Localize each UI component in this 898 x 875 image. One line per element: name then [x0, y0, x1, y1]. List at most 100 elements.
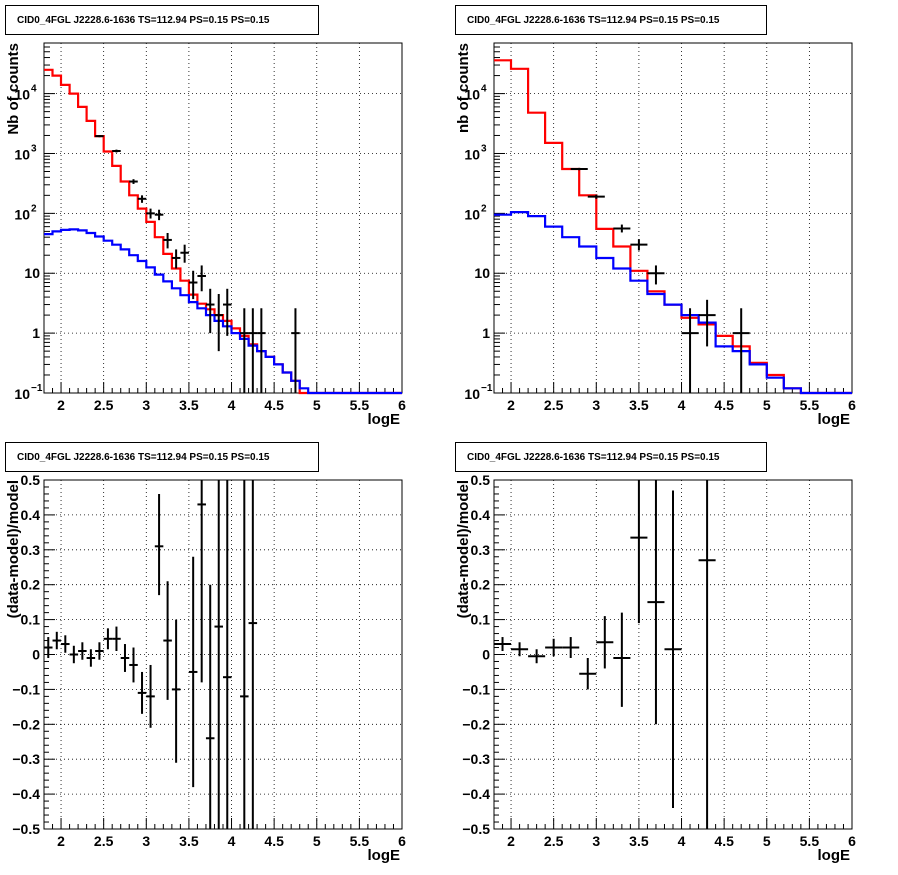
- chart-title-box: [455, 442, 767, 472]
- x-tick-label: 3: [142, 397, 150, 413]
- plot-frame: [43, 42, 403, 394]
- chart-panel-2: CID0_4FGL J2228.6-1636 TS=112.94 PS=0.15…: [455, 5, 856, 428]
- chart-title: CID0_4FGL J2228.6-1636 TS=112.94 PS=0.15…: [467, 452, 720, 463]
- x-tick-label: 5.5: [800, 397, 820, 413]
- data-point: [214, 294, 223, 352]
- x-tick-label: 2.5: [94, 833, 114, 849]
- x-tick-label: 2.5: [544, 833, 564, 849]
- data-point: [647, 480, 665, 725]
- y-tick-exponent: 4: [31, 84, 37, 95]
- grid-lines: [44, 43, 402, 393]
- data-point: [163, 581, 172, 700]
- data-point: [240, 480, 249, 829]
- y-tick-label: −0.3: [462, 751, 490, 767]
- data-point: [180, 244, 189, 263]
- y-axis-label: (data-model)/model: [455, 480, 472, 618]
- x-tick-label: 3: [592, 397, 600, 413]
- data-point: [545, 638, 563, 657]
- y-tick-label: 10: [14, 146, 30, 162]
- data-point: [154, 493, 164, 596]
- y-tick-label: −0.5: [462, 821, 490, 837]
- plot-frame: [493, 42, 853, 394]
- y-tick-label: −0.2: [462, 716, 490, 732]
- background-model-histogram: [44, 228, 402, 395]
- y-tick-label: 0.3: [21, 542, 41, 558]
- y-tick-exponent: 2: [481, 203, 487, 214]
- data-point: [103, 628, 113, 650]
- x-tick-label: 6: [398, 397, 406, 413]
- x-tick-label: 5.5: [350, 833, 370, 849]
- y-axis-label: (data-model)/model: [5, 480, 22, 618]
- data-point: [732, 308, 750, 393]
- x-axis-label: logE: [818, 411, 851, 428]
- y-tick-label: 0.5: [21, 472, 41, 488]
- data-point: [146, 208, 155, 219]
- y-tick-label: 10: [464, 87, 480, 103]
- y-tick-label: 1: [32, 325, 40, 341]
- data-point: [494, 637, 512, 652]
- data-point: [613, 612, 631, 707]
- chart-panel-4: CID0_4FGL J2228.6-1636 TS=112.94 PS=0.15…: [455, 442, 856, 864]
- data-point: [205, 584, 215, 829]
- y-tick-label: 0.2: [471, 577, 491, 593]
- x-tick-label: 4: [678, 397, 686, 413]
- y-tick-label: 10: [464, 386, 480, 402]
- x-tick-label: 4: [228, 833, 236, 849]
- x-tick-label: 2: [507, 833, 515, 849]
- data-point: [630, 239, 648, 251]
- x-tick-label: 5: [763, 397, 771, 413]
- data-point: [630, 480, 648, 624]
- data-point: [112, 149, 121, 153]
- y-tick-label: −0.3: [12, 751, 40, 767]
- y-tick-label: 0: [32, 647, 40, 663]
- x-tick-label: 6: [848, 397, 856, 413]
- x-axis-label: logE: [368, 847, 401, 864]
- data-point: [528, 649, 546, 664]
- data-point: [248, 308, 258, 393]
- grid-lines: [44, 480, 402, 829]
- data-point: [61, 635, 70, 653]
- data-point: [223, 288, 232, 336]
- data-points: [95, 135, 300, 393]
- data-point: [647, 265, 665, 285]
- data-points: [44, 480, 258, 829]
- x-tick-label: 4: [678, 833, 686, 849]
- y-tick-exponent: 2: [31, 203, 37, 214]
- y-tick-label: 10: [14, 87, 30, 103]
- x-tick-label: 5: [313, 833, 321, 849]
- x-tick-label: 4.5: [714, 397, 734, 413]
- y-tick-label: −0.2: [12, 716, 40, 732]
- y-tick-label: −0.4: [12, 786, 40, 802]
- y-tick-label: −0.4: [462, 786, 490, 802]
- y-tick-label: 0.4: [471, 507, 491, 523]
- x-tick-label: 3: [142, 833, 150, 849]
- data-point: [240, 308, 249, 393]
- data-point: [223, 480, 232, 829]
- total-model-histogram: [44, 68, 402, 395]
- x-tick-label: 4.5: [714, 833, 734, 849]
- data-point: [129, 647, 138, 683]
- chart-title: CID0_4FGL J2228.6-1636 TS=112.94 PS=0.15…: [17, 15, 270, 26]
- chart-panel-3: CID0_4FGL J2228.6-1636 TS=112.94 PS=0.15…: [5, 442, 406, 864]
- x-tick-label: 3.5: [179, 397, 199, 413]
- x-tick-label: 2.5: [94, 397, 114, 413]
- y-tick-label: 0.3: [471, 542, 491, 558]
- x-tick-label: 4.5: [264, 397, 284, 413]
- x-axis-label: logE: [368, 411, 401, 428]
- data-point: [214, 480, 223, 829]
- y-tick-label: 0.1: [21, 612, 41, 628]
- x-tick-label: 2: [57, 397, 65, 413]
- chart-title-box: [5, 5, 319, 35]
- data-point: [171, 619, 181, 763]
- data-point: [137, 671, 147, 714]
- data-point: [146, 664, 155, 728]
- data-point: [120, 644, 130, 672]
- x-tick-label: 4: [228, 397, 236, 413]
- chart-title: CID0_4FGL J2228.6-1636 TS=112.94 PS=0.15…: [467, 15, 720, 26]
- data-point: [511, 642, 529, 657]
- chart-title-box: [455, 5, 767, 35]
- x-tick-label: 3.5: [179, 833, 199, 849]
- data-point: [562, 637, 580, 658]
- y-tick-exponent: 4: [481, 84, 487, 95]
- data-point: [579, 657, 597, 690]
